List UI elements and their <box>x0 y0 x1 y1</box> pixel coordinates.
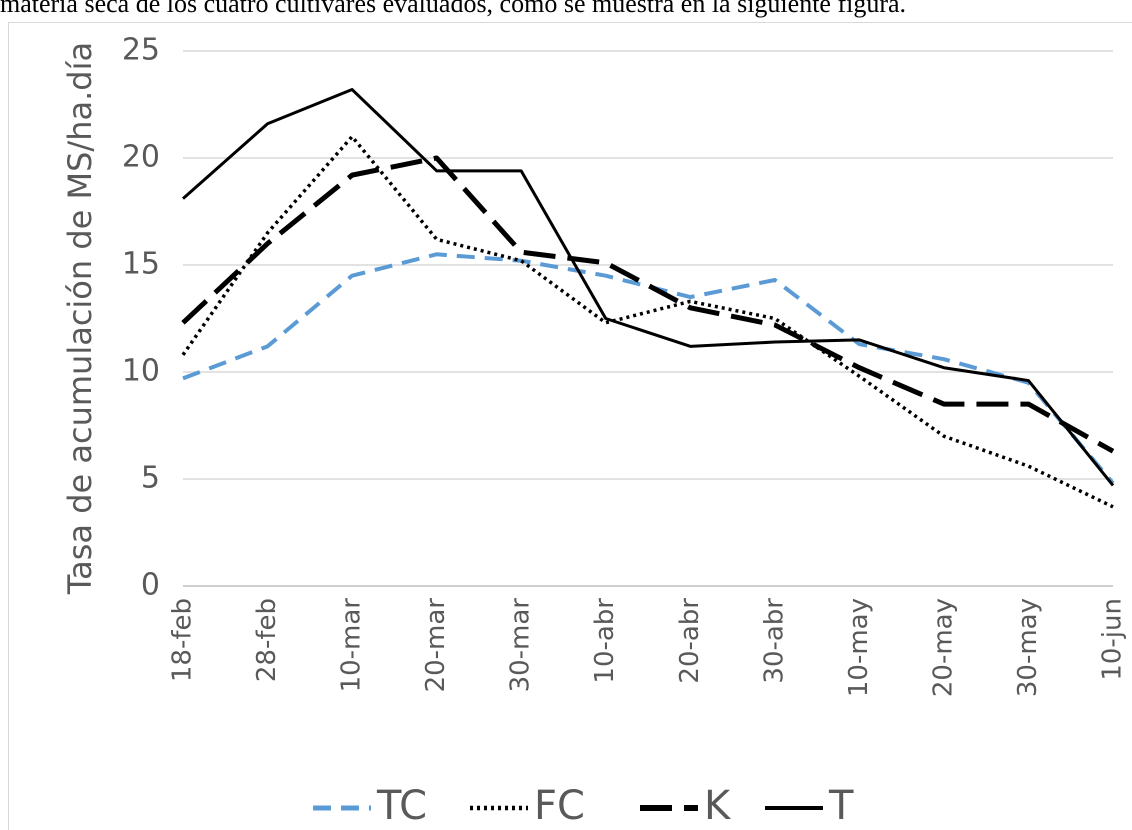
y-tick-label: 20 <box>122 140 160 175</box>
series-line <box>181 134 1114 509</box>
x-tick-label: 30-may <box>1013 598 1043 697</box>
legend-label: T <box>828 783 854 829</box>
y-tick-label: 25 <box>122 33 160 68</box>
legend-label: TC <box>376 783 427 829</box>
y-axis-title: Tasa de acumulación de MS/ha.día <box>61 42 99 595</box>
y-tick-label: 10 <box>122 354 160 389</box>
y-tick-label: 0 <box>141 568 160 603</box>
x-tick-label: 10-may <box>844 598 874 697</box>
y-tick-label: 15 <box>122 247 160 282</box>
x-tick-label: 30-abr <box>759 598 789 684</box>
legend-label: FC <box>534 783 585 829</box>
legend-label: K <box>704 783 732 829</box>
x-tick-label: 20-may <box>928 598 958 697</box>
x-tick-label: 10-jun <box>1098 598 1128 681</box>
x-tick-label: 18-feb <box>168 598 198 682</box>
x-tick-label: 10-mar <box>337 598 367 693</box>
chart-frame <box>8 22 1132 830</box>
y-tick-label: 5 <box>141 461 160 496</box>
x-tick-label: 30-mar <box>506 598 536 693</box>
x-tick-label: 20-mar <box>421 598 451 693</box>
x-tick-label: 20-abr <box>675 598 705 684</box>
series-line <box>182 88 1115 487</box>
series-line <box>181 155 1115 454</box>
x-tick-label: 10-abr <box>590 598 620 684</box>
x-tick-label: 28-feb <box>252 598 282 682</box>
document-text: materia seca de los cuatro cultivares ev… <box>0 0 907 18</box>
series-line <box>182 252 1115 485</box>
